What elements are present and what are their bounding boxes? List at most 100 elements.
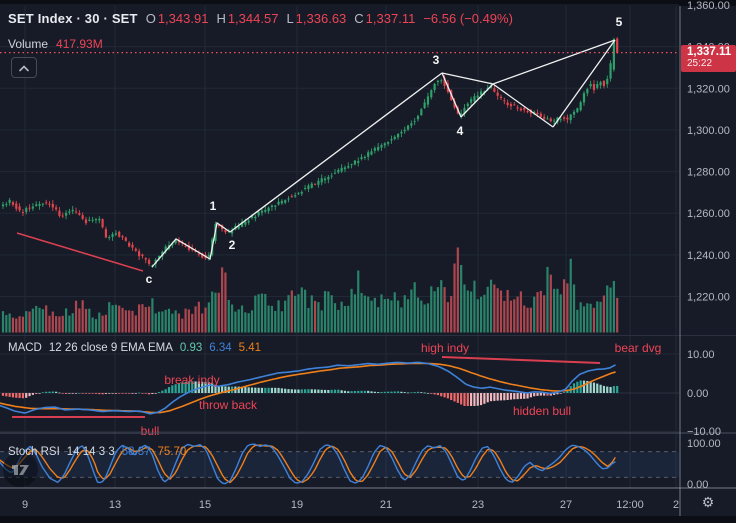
main-downtrend-line[interactable] [16, 232, 144, 272]
candle [337, 169, 340, 173]
volume-bar [35, 305, 38, 333]
volume-bar [287, 295, 290, 333]
volume-bar [473, 280, 476, 333]
volume-bar [274, 310, 277, 333]
volume-bar [284, 300, 287, 333]
candle [197, 253, 200, 255]
volume-bar [523, 305, 526, 333]
volume-label[interactable]: Volume [8, 37, 49, 51]
candle [317, 180, 320, 185]
candle [473, 96, 476, 102]
macd-histogram-bar [479, 393, 483, 406]
price-axis-zone[interactable] [680, 6, 736, 488]
macd-histogram-bar [599, 384, 602, 393]
candle [320, 178, 323, 183]
macd-histogram-bar [426, 392, 430, 394]
volume-bar [370, 300, 373, 333]
volume-bar [25, 311, 28, 333]
macd-histogram-bar [277, 387, 280, 393]
volume-bar [41, 309, 44, 333]
macd-histogram-bar [486, 393, 489, 403]
candle [562, 117, 566, 119]
volume-bar [493, 284, 496, 333]
macd-histogram-bar [114, 393, 117, 394]
volume-bar [48, 315, 51, 333]
candle [280, 200, 283, 204]
pane-collapse-button[interactable] [11, 57, 37, 78]
candle [463, 107, 466, 114]
volume-bar [436, 287, 440, 333]
candle [250, 215, 254, 218]
elliott-wave-line[interactable] [441, 72, 462, 118]
macd-histogram-bar [443, 393, 446, 398]
stoch-label[interactable]: Stoch RSI [8, 446, 60, 458]
volume-bar [254, 295, 257, 333]
macd-histogram-bar [350, 391, 353, 393]
candle [284, 200, 287, 203]
stoch-tick-label: 100.00 [687, 438, 721, 450]
macd-histogram-bar [15, 393, 18, 398]
volume-bar [55, 316, 58, 333]
volume-bar [138, 304, 141, 333]
macd-histogram-bar [436, 393, 440, 396]
stoch-d-line [0, 444, 616, 484]
macd-histogram-bar [297, 389, 300, 393]
candle [499, 96, 503, 98]
elliott-wave-line[interactable] [552, 39, 616, 128]
macd-histogram-bar [323, 389, 327, 393]
tradingview-watermark-logo[interactable] [3, 452, 38, 487]
macd-hist-value: 0.93 [179, 342, 203, 354]
macd-histogram-bar [177, 383, 181, 393]
macd-histogram-bar [357, 390, 360, 393]
macd-histogram-bar [84, 393, 88, 394]
volume-bar [88, 308, 91, 333]
macd-histogram-bar [529, 393, 532, 398]
volume-bar [499, 290, 503, 333]
price-tick-label: 1,280.00 [687, 167, 730, 179]
macd-histogram-bar [280, 388, 283, 393]
elliott-wave-line[interactable] [492, 39, 616, 85]
macd-histogram-bar [440, 393, 443, 397]
volume-bar [98, 312, 101, 333]
volume-bar [58, 316, 61, 333]
candle [466, 103, 469, 107]
volume-bar [576, 309, 579, 333]
candle [64, 212, 68, 216]
time-axis-zone[interactable] [0, 488, 680, 516]
macd-histogram-bar [546, 393, 549, 396]
volume-bar [387, 298, 390, 333]
volume-bar [410, 289, 413, 333]
candle [124, 237, 127, 241]
candle [383, 143, 386, 146]
elliott-wave-line[interactable] [151, 72, 443, 268]
symbol-title[interactable]: SET Index · 30 · SET [8, 11, 138, 26]
macd-histogram-bar [463, 393, 466, 406]
volume-bar [45, 305, 48, 333]
macd-label[interactable]: MACD [8, 342, 42, 354]
macd-histogram-bar [606, 386, 609, 393]
volume-bar [240, 305, 244, 333]
candle [74, 211, 78, 213]
candle [350, 164, 353, 166]
macd-histogram-bar [403, 392, 406, 393]
macd-histogram-bar [300, 389, 303, 393]
volume-bar [519, 291, 523, 333]
elliott-wave-line[interactable] [492, 83, 554, 128]
timezone-settings-button[interactable]: ⚙ [680, 489, 736, 516]
elliott-wave-line[interactable] [460, 83, 494, 118]
macd-histogram-bar [586, 380, 589, 393]
candle [304, 187, 307, 189]
volume-bar [247, 313, 250, 333]
volume-bar [81, 300, 84, 333]
macd-histogram-bar [197, 381, 200, 393]
volume-bar [383, 298, 386, 333]
candle [121, 236, 124, 238]
elliott-wave-line[interactable] [441, 72, 494, 85]
macd-histogram-bar [406, 392, 410, 394]
volume-bar [559, 294, 562, 333]
volume-bar [264, 293, 267, 333]
volume-bar [589, 303, 592, 333]
macd-bear-divergence-line[interactable] [441, 356, 601, 364]
macd-histogram-bar [506, 393, 509, 401]
